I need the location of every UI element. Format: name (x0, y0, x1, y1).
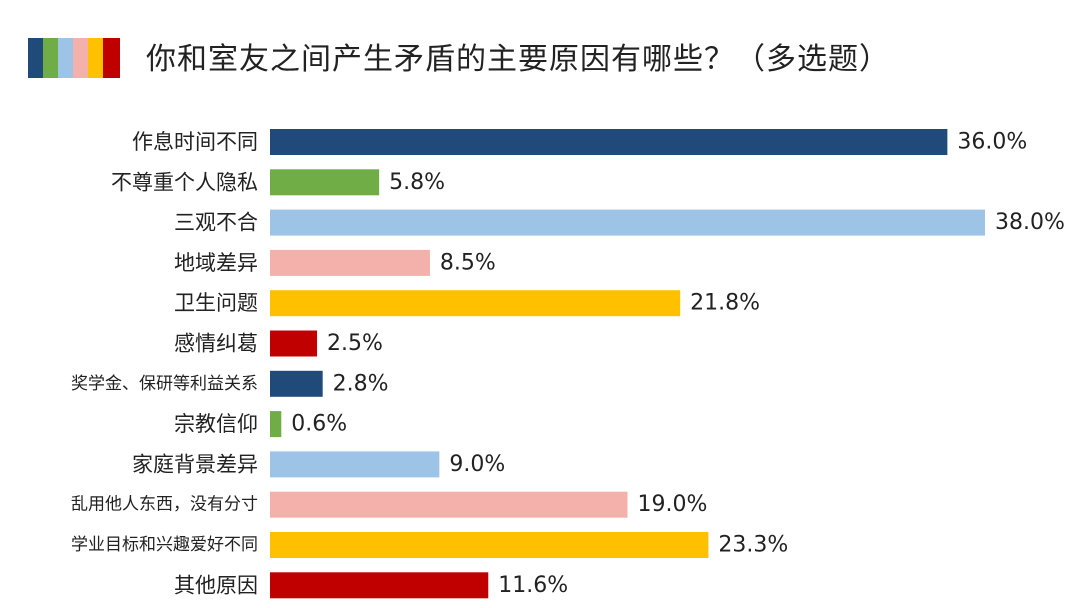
category-label: 其他原因 (174, 573, 258, 597)
bar (270, 330, 318, 357)
bar (270, 532, 709, 558)
category-label: 宗教信仰 (174, 412, 258, 436)
value-label: 2.8% (333, 371, 389, 396)
value-label: 0.6% (291, 412, 347, 437)
bar (270, 451, 440, 478)
category-label: 三观不合 (174, 211, 258, 235)
strip-red (103, 38, 120, 78)
bar (270, 290, 681, 317)
strip-pink (73, 38, 88, 78)
value-label: 8.5% (440, 250, 496, 275)
strip-yellow (88, 38, 103, 78)
bar (270, 411, 282, 438)
category-label: 作息时间不同 (132, 130, 258, 154)
category-label: 奖学金、保研等利益关系 (71, 374, 258, 394)
value-label: 11.6% (498, 573, 568, 598)
value-label: 21.8% (690, 291, 760, 316)
category-label: 不尊重个人隐私 (111, 170, 258, 194)
category-label: 感情纠葛 (174, 332, 258, 356)
bar (270, 169, 380, 196)
value-label: 23.3% (718, 533, 788, 558)
bar (270, 370, 323, 397)
value-label: 19.0% (638, 492, 708, 517)
value-label: 5.8% (389, 170, 445, 195)
category-label: 卫生问题 (174, 291, 258, 315)
value-label: 2.5% (327, 331, 383, 356)
bar (270, 572, 489, 599)
strip-light-blue (58, 38, 73, 78)
strip-dark-blue (28, 38, 43, 78)
chart-title: 你和室友之间产生矛盾的主要原因有哪些？（多选题） (146, 42, 890, 77)
bar (270, 129, 948, 155)
category-label: 乱用他人东西，没有分寸 (71, 495, 258, 515)
category-label: 地域差异 (174, 251, 258, 275)
category-label: 学业目标和兴趣爱好不同 (71, 535, 258, 555)
value-label: 36.0% (957, 130, 1027, 155)
bar (270, 209, 985, 236)
bar (270, 491, 628, 518)
title-color-strip (28, 38, 120, 78)
value-label: 9.0% (449, 452, 505, 477)
value-label: 38.0% (995, 210, 1065, 235)
bar (270, 249, 430, 276)
category-label: 家庭背景差异 (132, 452, 258, 476)
strip-green (43, 38, 58, 78)
